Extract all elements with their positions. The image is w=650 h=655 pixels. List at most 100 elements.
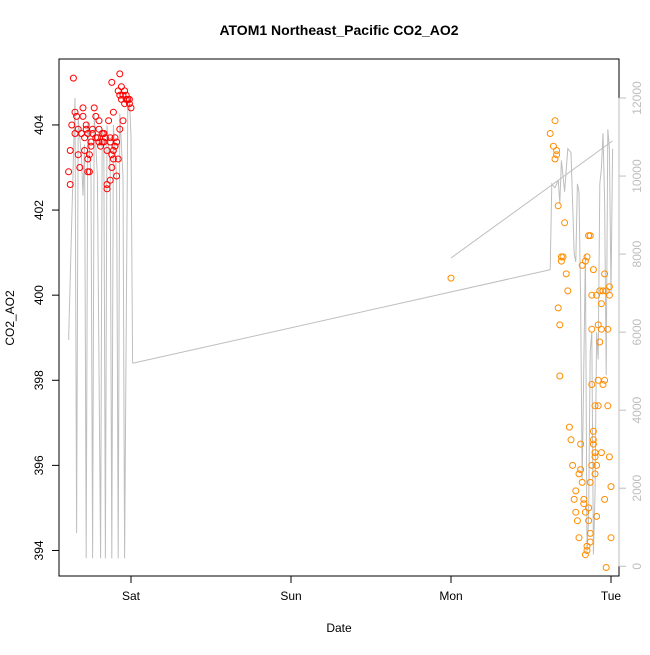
- data-point: [554, 304, 562, 312]
- data-point: [575, 470, 583, 478]
- data-point: [583, 547, 591, 554]
- data-point: [84, 168, 92, 176]
- secondary-line-segment: [132, 269, 551, 364]
- data-point: [551, 117, 559, 125]
- data-point: [565, 423, 573, 431]
- data-point: [76, 164, 84, 171]
- data-point: [87, 138, 95, 146]
- y2-tick-label: 4000: [630, 396, 644, 423]
- data-point: [546, 130, 554, 137]
- data-point: [559, 253, 567, 261]
- data-point: [106, 134, 114, 142]
- data-point: [572, 487, 580, 495]
- data-point: [84, 130, 92, 137]
- secondary-line-segment: [68, 97, 134, 559]
- data-point: [570, 495, 578, 503]
- data-point: [82, 121, 90, 129]
- data-point: [593, 291, 601, 299]
- data-point: [599, 381, 607, 388]
- data-point: [101, 134, 109, 142]
- data-point: [605, 453, 613, 461]
- x-tick-label: Mon: [439, 589, 462, 603]
- data-point: [111, 142, 119, 150]
- data-point: [116, 70, 124, 78]
- data-point: [66, 147, 74, 154]
- data-point: [589, 427, 597, 435]
- data-point: [84, 155, 92, 163]
- data-point: [607, 534, 615, 542]
- data-point: [594, 402, 602, 410]
- data-point: [90, 104, 98, 112]
- data-point: [577, 466, 585, 474]
- y-axis-label: CO2_AO2: [3, 290, 17, 346]
- data-point: [79, 112, 87, 120]
- data-point: [591, 453, 599, 461]
- x-axis-label: Date: [326, 621, 352, 635]
- x-tick-label: Sun: [280, 589, 301, 603]
- data-point: [125, 100, 133, 108]
- data-point: [79, 104, 87, 112]
- secondary-line-layer: [68, 97, 614, 559]
- data-point: [581, 257, 589, 265]
- points-layer: [65, 70, 615, 571]
- data-point: [103, 181, 111, 188]
- data-point: [585, 504, 593, 512]
- data-point: [95, 138, 103, 146]
- x-tick-label: Tue: [601, 589, 622, 603]
- y-tick-label: 396: [32, 455, 46, 475]
- data-point: [601, 270, 609, 278]
- data-point: [577, 440, 585, 448]
- data-point: [594, 376, 602, 384]
- y-tick-label: 394: [32, 540, 46, 560]
- y2-tick-label: 2000: [630, 475, 644, 502]
- data-point: [561, 219, 569, 227]
- data-point: [605, 291, 613, 299]
- data-point: [111, 134, 119, 142]
- data-point: [554, 202, 562, 210]
- data-point: [125, 95, 133, 103]
- data-point: [74, 151, 82, 159]
- data-point: [121, 87, 129, 95]
- chart-title: ATOM1 Northeast_Pacific CO2_AO2: [219, 22, 458, 38]
- data-point: [586, 538, 594, 546]
- data-point: [564, 287, 572, 295]
- y-tick-label: 404: [32, 115, 46, 135]
- data-point: [113, 172, 121, 180]
- data-point: [572, 508, 580, 516]
- data-point: [116, 125, 124, 133]
- secondary-line-segment: [549, 129, 614, 555]
- data-point: [583, 253, 591, 261]
- data-point: [100, 130, 108, 137]
- data-point: [109, 108, 117, 116]
- data-point: [588, 381, 596, 388]
- data-point: [593, 512, 601, 520]
- y2-tick-label: 10000: [630, 159, 644, 193]
- data-point: [562, 270, 570, 278]
- data-point: [569, 461, 577, 469]
- data-point: [557, 257, 565, 265]
- data-point: [69, 74, 77, 82]
- data-point: [586, 478, 594, 486]
- data-point: [575, 534, 583, 542]
- data-point: [573, 517, 581, 525]
- data-point: [605, 283, 613, 291]
- data-point: [551, 155, 559, 163]
- y2-tick-label: 6000: [630, 318, 644, 345]
- y2-tick-label: 8000: [630, 240, 644, 267]
- data-point: [85, 151, 93, 159]
- y-tick-label: 402: [32, 200, 46, 220]
- data-point: [556, 372, 564, 380]
- data-point: [588, 291, 596, 299]
- data-point: [109, 147, 117, 154]
- data-point: [599, 287, 607, 295]
- data-point: [586, 529, 594, 537]
- data-point: [596, 338, 604, 346]
- data-point: [597, 300, 605, 308]
- data-point: [109, 155, 117, 163]
- data-point: [591, 402, 599, 410]
- data-point: [66, 181, 74, 188]
- data-point: [589, 266, 597, 274]
- data-point: [103, 185, 111, 193]
- data-point: [588, 325, 596, 333]
